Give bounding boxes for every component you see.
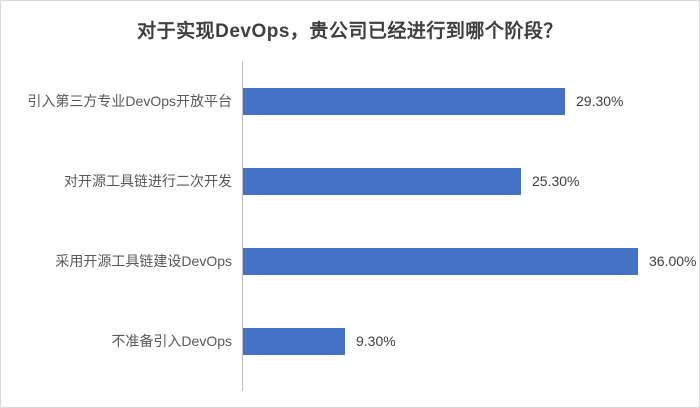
category-label: 引入第三方专业DevOps开放平台	[27, 93, 232, 109]
bar	[243, 327, 345, 355]
bar-row: 采用开源工具链建设DevOps 36.00%	[1, 221, 699, 301]
bar-row: 对开源工具链进行二次开发 25.30%	[1, 141, 699, 221]
vertical-axis-line	[242, 61, 243, 391]
bar-track: 29.30%	[243, 87, 699, 115]
category-label: 不准备引入DevOps	[111, 333, 232, 349]
bar-track: 36.00%	[243, 247, 699, 275]
bar	[243, 167, 521, 195]
bar-track: 25.30%	[243, 167, 699, 195]
value-label: 29.30%	[576, 93, 624, 109]
value-label: 25.30%	[532, 173, 580, 189]
bar-track: 9.30%	[243, 327, 699, 355]
category-label: 采用开源工具链建设DevOps	[55, 253, 232, 269]
category-label: 对开源工具链进行二次开发	[64, 173, 232, 189]
chart-title: 对于实现DevOps，贵公司已经进行到哪个阶段？	[137, 21, 563, 42]
bar	[243, 247, 638, 275]
bar-row: 引入第三方专业DevOps开放平台 29.30%	[1, 61, 699, 141]
bar	[243, 87, 565, 115]
value-label: 9.30%	[356, 333, 396, 349]
value-label: 36.00%	[649, 253, 697, 269]
bar-row: 不准备引入DevOps 9.30%	[1, 301, 699, 381]
plot-area: 引入第三方专业DevOps开放平台 29.30% 对开源工具链进行二次开发 25…	[1, 61, 699, 381]
